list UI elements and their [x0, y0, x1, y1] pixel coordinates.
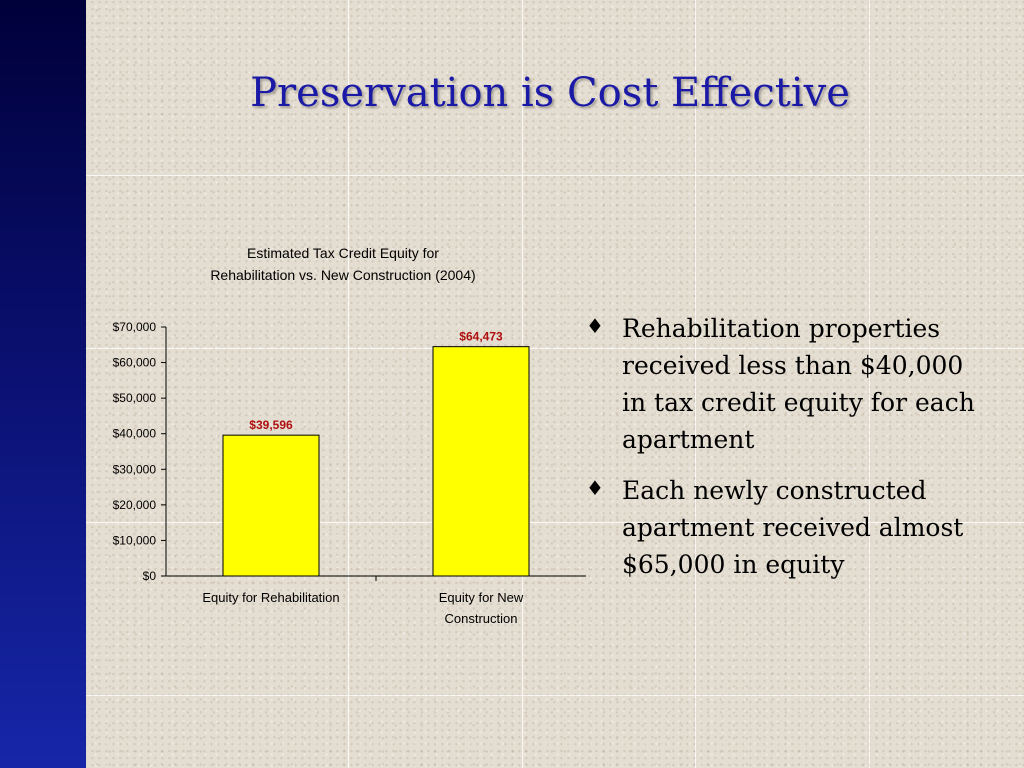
bullet-item: ♦ Each newly constructed apartment recei…: [584, 472, 984, 583]
diamond-bullet-icon: ♦: [586, 476, 604, 500]
y-tick-label: $40,000: [113, 427, 157, 441]
chart-title-line-2: Rehabilitation vs. New Construction (200…: [210, 267, 476, 283]
chart-title: Estimated Tax Credit Equity for Rehabili…: [150, 242, 536, 286]
guide-line-h2: [86, 348, 1024, 349]
y-tick-label: $0: [143, 569, 157, 583]
y-tick-label: $50,000: [113, 391, 157, 405]
y-tick-label: $20,000: [113, 498, 157, 512]
bar-data-label: $39,596: [249, 418, 293, 432]
guide-line-h4: [86, 695, 1024, 696]
bullet-item: ♦ Rehabilitation properties received les…: [584, 310, 984, 458]
x-category-label: Equity for Rehabilitation: [202, 590, 339, 605]
y-tick-label: $10,000: [113, 533, 157, 547]
x-category-label: Equity for New: [439, 590, 524, 605]
guide-line-h1: [86, 175, 1024, 176]
y-tick-label: $60,000: [113, 356, 157, 370]
bullet-text: Rehabilitation properties received less …: [622, 314, 975, 454]
bar: [222, 434, 320, 577]
diamond-bullet-icon: ♦: [586, 314, 604, 338]
guide-line-v4: [869, 0, 870, 768]
y-tick-label: $30,000: [113, 462, 157, 476]
chart-title-line-1: Estimated Tax Credit Equity for: [247, 245, 439, 261]
guide-line-h3: [86, 522, 1024, 523]
x-category-label: Construction: [445, 611, 518, 626]
left-accent-bar: [0, 0, 86, 768]
guide-line-v1: [348, 0, 349, 768]
bullet-list: ♦ Rehabilitation properties received les…: [584, 310, 984, 597]
y-tick-label: $70,000: [113, 320, 157, 334]
bullet-text: Each newly constructed apartment receive…: [622, 476, 964, 579]
slide-title: Preservation is Cost Effective: [250, 70, 850, 116]
bar-data-label: $64,473: [459, 330, 503, 344]
bar: [432, 346, 530, 577]
guide-line-v3: [695, 0, 696, 768]
